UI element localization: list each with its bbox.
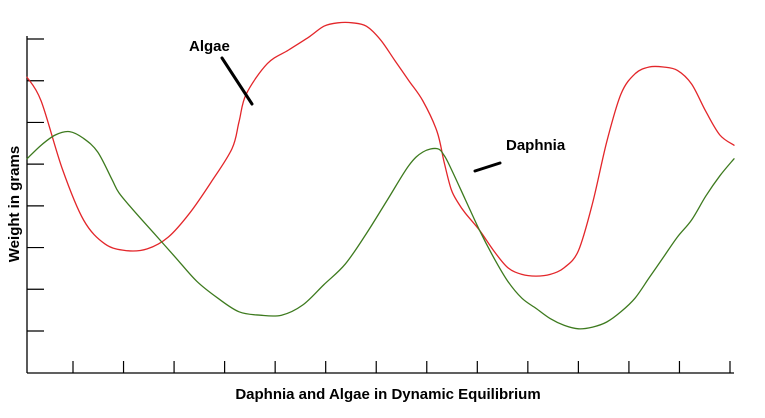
series-line-algae <box>26 21 735 277</box>
y-axis-label: Weight in grams <box>6 146 23 262</box>
daphnia-annotation-pointer <box>473 161 502 173</box>
series-group <box>26 21 735 330</box>
y-axis-ticks <box>27 38 44 332</box>
daphnia-annotation-label: Daphnia <box>506 137 566 154</box>
algae-annotation-pointer <box>220 56 254 106</box>
algae-annotation-label: Algae <box>189 38 230 55</box>
x-axis-label: Daphnia and Algae in Dynamic Equilibrium <box>235 386 540 403</box>
x-axis-ticks <box>72 361 731 373</box>
series-line-daphnia <box>26 130 735 330</box>
